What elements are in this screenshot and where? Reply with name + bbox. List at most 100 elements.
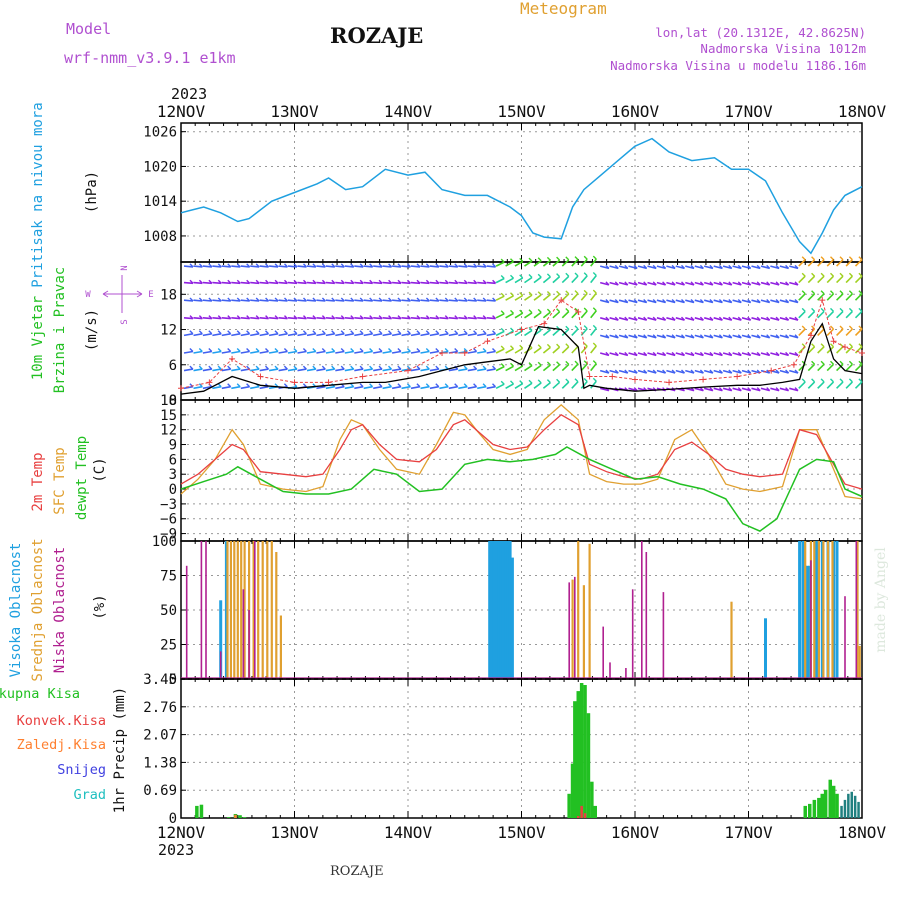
wind-arrow-head: [274, 348, 279, 352]
wind-arrow-head: [756, 281, 761, 286]
wind-arrow: [571, 381, 579, 389]
wind-arrow: [221, 299, 231, 302]
wind-arrow: [826, 363, 835, 372]
wind-arrow-head: [283, 348, 288, 352]
wind-arrow: [429, 350, 439, 354]
wind-arrow: [335, 281, 345, 285]
pressure-frame: [180, 122, 863, 263]
wind-arrow-head: [492, 330, 496, 335]
y-tick-label: 25: [160, 638, 177, 654]
wind-arrow: [183, 281, 194, 285]
cloud-low-bar: [602, 626, 604, 679]
wind-arrow-head: [397, 383, 402, 388]
wind-arrow: [760, 299, 770, 304]
wind-arrow-head: [699, 387, 704, 392]
wind-arrow: [477, 385, 487, 390]
wind-arrow-head: [605, 334, 610, 339]
wind-arrow: [590, 310, 597, 319]
cloud-ylabel-2: Srednja Oblacnost: [30, 538, 46, 681]
wind-arrow: [514, 277, 524, 284]
wind-arrow: [354, 317, 364, 320]
wind-arrow: [741, 317, 751, 321]
wind-arrow: [694, 299, 704, 304]
wind-arrow: [590, 292, 597, 301]
cloud-mid-bar: [243, 541, 246, 679]
wind-arrow: [458, 265, 468, 268]
wind-arrow-head: [407, 263, 411, 268]
y-tick-label: 100: [152, 534, 177, 550]
wind-arrow-head: [510, 292, 514, 297]
wind-arrow-head: [811, 325, 816, 330]
wind-arrow: [751, 387, 761, 392]
cloud-high-bar: [506, 541, 510, 679]
wind-arrow-head: [454, 348, 459, 352]
wind-arrow: [278, 299, 288, 302]
wind-arrow-head: [350, 348, 355, 352]
wind-arrow-head: [369, 297, 374, 302]
wind-arrow-head: [690, 281, 695, 286]
wind-arrow-head: [709, 316, 714, 321]
wind-arrow: [392, 265, 402, 268]
y-tick-label: 0: [169, 811, 177, 827]
wind-arrow: [628, 299, 638, 304]
wind-arrow: [703, 334, 714, 339]
wind-arrow-head: [435, 315, 440, 320]
precip-total-bar: [573, 701, 577, 818]
wind-arrow-head: [565, 256, 570, 261]
precip-convective-bar: [577, 816, 580, 818]
wind-arrow: [278, 350, 288, 354]
wind-arrow-head: [848, 290, 853, 295]
wind-arrow-head: [556, 361, 561, 366]
wind-arrow: [325, 333, 335, 337]
wind-arrow-head: [537, 308, 542, 313]
wind-arrow: [354, 265, 364, 268]
y-tick-label: 2.07: [143, 728, 177, 744]
wind-arrow-head: [208, 297, 213, 302]
wind-arrow-head: [671, 281, 676, 286]
cloud-high-bar: [497, 541, 501, 679]
wind-arrow-head: [583, 307, 588, 312]
bottom-date-label: 15NOV: [497, 823, 546, 842]
wind-arrow-head: [303, 263, 307, 268]
wind-arrow-head: [350, 263, 355, 268]
wind-arrow: [316, 385, 326, 390]
wind-arrow: [798, 328, 806, 336]
wind-arrow: [741, 281, 751, 286]
wind-arrow: [779, 369, 789, 374]
cloud-mid-bar: [240, 541, 243, 679]
wind-arrow-head: [500, 310, 505, 315]
wind-arrow-head: [283, 383, 288, 388]
wind-arrow-head: [284, 315, 288, 320]
wind-arrow-head: [246, 383, 251, 388]
wind-arrow-head: [605, 316, 610, 321]
wind-arrow-head: [321, 279, 326, 284]
wind-arrow-head: [340, 279, 345, 284]
wind-arrow-head: [378, 383, 383, 388]
wind-arrow: [722, 387, 733, 392]
wind-arrow-head: [350, 383, 355, 388]
wind-arrow: [495, 348, 505, 354]
wind-arrow-head: [775, 351, 780, 356]
wind-arrow: [202, 350, 212, 354]
wind-arrow: [666, 317, 676, 321]
wind-arrow: [344, 299, 354, 302]
wind-arrow-head: [217, 348, 222, 352]
wind-arrow: [618, 281, 629, 286]
precip-unit: 1hr Precip (mm): [112, 687, 128, 813]
wind-arrow: [533, 382, 542, 389]
wind-arrow-head: [425, 315, 430, 320]
wind-arrow: [732, 369, 742, 374]
wind-arrow: [713, 387, 723, 392]
wind-arrow: [439, 333, 449, 337]
wind-arrow: [647, 299, 657, 304]
wind-arrow: [609, 281, 619, 286]
wind-arrow-head: [718, 299, 723, 303]
wind-arrow-head: [592, 255, 597, 260]
wind-arrow: [392, 281, 402, 285]
elevation-label: Nadmorska Visina 1012m: [700, 41, 866, 56]
wind-arrow: [524, 364, 533, 372]
wind-arrow-head: [671, 334, 676, 339]
wind-arrow-head: [785, 281, 790, 286]
wind-arrow-head: [227, 297, 232, 302]
